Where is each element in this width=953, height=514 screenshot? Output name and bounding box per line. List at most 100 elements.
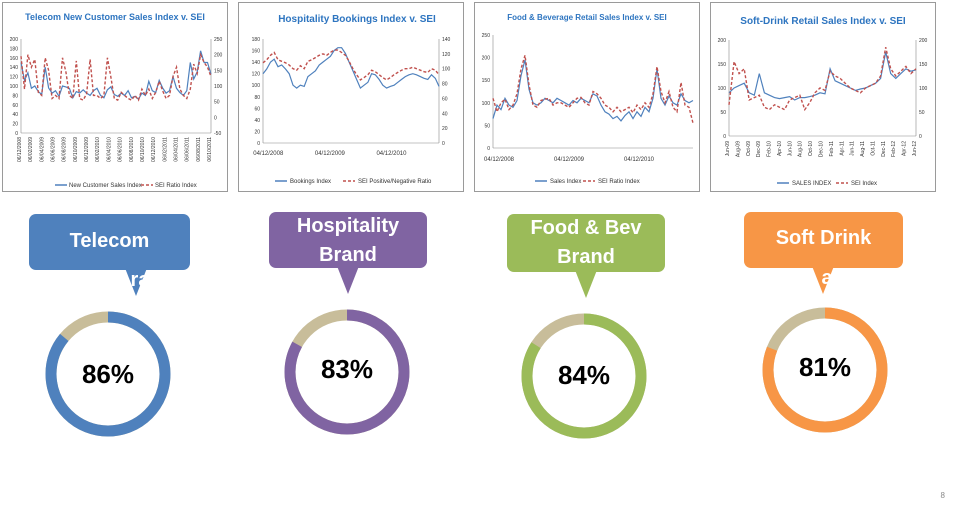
donut-fill: [45, 311, 171, 437]
y-tick-label: 0: [257, 141, 260, 147]
y-tick-label-right: 100: [919, 86, 928, 92]
y-tick-label: 120: [252, 72, 261, 78]
x-tick-label: Dec-11: [881, 141, 887, 157]
y-tick-label-right: 60: [442, 96, 448, 102]
x-tick-label: 06/10/2009: [73, 137, 79, 162]
y-tick-label: 150: [718, 62, 727, 68]
legend-item: SEI Positive/Negative Ratio: [358, 179, 432, 185]
x-tick-label: Oct-10: [808, 141, 814, 156]
x-tick-label: Jun-11: [850, 141, 856, 156]
x-tick-label: 06/10/2010: [140, 137, 146, 162]
y-tick-label-right: 40: [442, 111, 448, 117]
y-tick-label: 160: [252, 49, 261, 55]
series-line-sei: [262, 49, 440, 81]
legend: Sales Index SEI Ratio Index: [535, 179, 640, 185]
y-tick-label: 100: [10, 84, 19, 90]
y-tick-label-right: 80: [442, 82, 448, 88]
y-tick-label-right: 50: [214, 100, 220, 106]
series-line-sei: [728, 47, 917, 112]
y-tick-label: 60: [12, 103, 18, 109]
y-tick-label-right: -50: [214, 131, 221, 137]
x-tick-label: 04/12/2010: [624, 157, 655, 163]
x-tick-label: Feb-12: [891, 141, 897, 157]
y-tick-label: 80: [12, 93, 18, 99]
x-tick-label: 04/12/2008: [484, 157, 515, 163]
chart-food-bev: Food & Beverage Retail Sales Index v. SE…: [474, 2, 700, 192]
x-tick-label: 06/06/2011: [185, 137, 191, 162]
callout-food-bev: Food & Bev Brand: [507, 214, 665, 298]
series-line-sei: [20, 52, 212, 102]
y-tick-label: 20: [254, 129, 260, 135]
x-tick-label: Aug-09: [735, 141, 741, 157]
y-tick-label-right: 0: [919, 134, 922, 140]
callout-label-line2: Brand: [557, 246, 615, 268]
y-tick-label-right: 0: [442, 141, 445, 147]
y-tick-label: 180: [10, 46, 19, 52]
callout-telecom: Telecom ra: [29, 214, 190, 296]
chart-soft-drink-svg: Soft-Drink Retail Sales Index v. SEI 0 50…: [718, 16, 928, 187]
x-tick-label: 06/02/2011: [162, 137, 168, 162]
x-tick-label: Jun-12: [912, 141, 918, 157]
y-tick-label-right: 200: [214, 53, 223, 59]
x-tick-label: 04/12/2008: [253, 151, 284, 157]
chart-telecom-svg: Telecom New Customer Sales Index v. SEI …: [10, 12, 223, 189]
y-tick-label: 200: [10, 37, 19, 43]
series-line-sales: [262, 47, 440, 90]
x-tick-label: 06/10/2011: [207, 137, 213, 162]
x-tick-label: Jun-10: [787, 141, 793, 157]
series-line-sei: [492, 55, 694, 124]
x-tick-label: 06/04/2011: [173, 137, 179, 162]
callout-soft-drink: Soft Drink a: [744, 212, 903, 294]
x-tick-label: 06/04/2010: [106, 137, 112, 162]
y-tick-label: 100: [482, 101, 491, 107]
callout-overflow-text: ra: [130, 269, 150, 291]
x-tick-label: Oct-09: [746, 141, 752, 156]
percent-value: 83%: [321, 354, 373, 384]
donut-fill: [284, 309, 410, 435]
donut-fill: [521, 313, 647, 439]
y-tick-label-right: 150: [214, 68, 223, 74]
chart-hospitality-svg: Hospitality Bookings Index v. SEI 0 20 40 6…: [252, 14, 451, 185]
x-tick-label: 06/02/2010: [95, 137, 101, 162]
y-tick-label: 100: [718, 86, 727, 92]
y-tick-label-right: 120: [442, 52, 451, 58]
legend: New Customer Sales Index SEI Ratio Index: [55, 183, 197, 189]
y-tick-label: 80: [254, 95, 260, 101]
x-tick-label: 04/12/2009: [554, 157, 585, 163]
x-tick-label: Dec-10: [819, 141, 825, 157]
legend-item: Bookings Index: [290, 179, 331, 185]
donut-telecom: 86%: [45, 311, 171, 437]
callout-label: Soft Drink: [775, 227, 872, 249]
y-tick-label-right: 140: [442, 37, 451, 43]
x-tick-label: 06/06/2009: [51, 137, 57, 162]
donut-hospitality: 83%: [284, 309, 410, 435]
legend-item: Sales Index: [550, 179, 581, 185]
callout-label-line1: Food & Bev: [530, 217, 642, 239]
y-tick-label: 20: [12, 122, 18, 128]
x-tick-label: 06/06/2010: [118, 137, 124, 162]
x-tick-label: Apr-11: [839, 141, 845, 156]
y-tick-label: 40: [254, 118, 260, 124]
callout-label: Telecom: [69, 230, 150, 252]
y-tick-label-right: 100: [442, 67, 451, 73]
x-tick-label: Oct-11: [870, 141, 876, 156]
y-tick-label: 150: [482, 78, 491, 84]
percent-value: 84%: [558, 360, 610, 390]
x-tick-label: Apr-12: [902, 141, 908, 156]
y-tick-label-right: 20: [442, 126, 448, 132]
x-tick-label: 04/12/2010: [376, 151, 407, 157]
page-number: 8: [940, 491, 945, 500]
y-tick-label: 50: [484, 123, 490, 129]
y-tick-label-right: 100: [214, 84, 223, 90]
callout-hospitality: Hospitality Brand: [269, 212, 427, 294]
callout-label-line1: Hospitality: [296, 215, 400, 237]
chart-soft-drink: Soft-Drink Retail Sales Index v. SEI 0 50…: [710, 2, 936, 192]
x-tick-label: 06/12/2009: [84, 137, 90, 162]
chart-hospitality: Hospitality Bookings Index v. SEI 0 20 40 6…: [238, 2, 464, 192]
legend-item: SEI Index: [851, 181, 877, 187]
callout-tail: [337, 266, 359, 294]
chart-title: Telecom New Customer Sales Index v. SEI: [25, 12, 205, 22]
callout-tail: [812, 266, 834, 294]
x-tick-label: Dec-09: [756, 141, 762, 157]
percent-value: 81%: [799, 352, 851, 382]
